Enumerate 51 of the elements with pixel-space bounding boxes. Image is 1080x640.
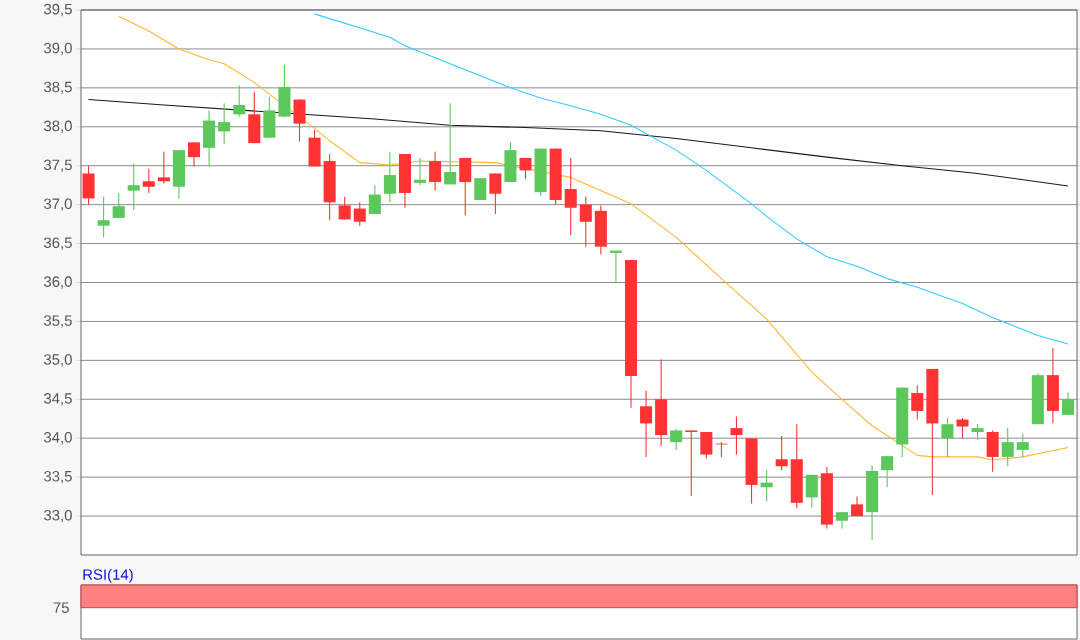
- candlestick: [775, 435, 788, 471]
- y-tick-label: 34,5: [43, 393, 72, 406]
- candlestick: [127, 162, 140, 211]
- line-series: [118, 15, 1069, 461]
- candlestick: [1016, 432, 1029, 458]
- candlestick: [474, 177, 487, 201]
- candlestick: [353, 201, 366, 227]
- y-tick-label: 34,0: [43, 432, 72, 445]
- candlestick: [142, 168, 155, 194]
- y-tick-label: 38,0: [43, 120, 72, 133]
- y-tick-label: 36,5: [43, 237, 72, 250]
- line-series: [87, 98, 1069, 187]
- y-tick-label: 37,0: [43, 198, 72, 211]
- y-tick-label: 36,0: [43, 276, 72, 289]
- candlestick: [112, 192, 125, 219]
- text: 75: [53, 602, 69, 613]
- candlestick: [368, 184, 381, 215]
- text: RSI(14): [83, 568, 133, 583]
- y-tick-label: 37,5: [43, 159, 72, 172]
- candlestick: [187, 141, 201, 168]
- y-tick-label: 35,5: [43, 315, 72, 328]
- candlestick: [956, 417, 969, 439]
- candlestick: [157, 151, 170, 185]
- line-series: [314, 13, 1069, 345]
- candlestick: [1061, 391, 1074, 416]
- candlestick: [941, 417, 954, 458]
- candlestick: [564, 157, 577, 236]
- candlestick: [429, 151, 442, 192]
- candlestick: [383, 151, 396, 203]
- candlestick: [700, 431, 713, 460]
- candlestick: [670, 428, 683, 451]
- y-tick-label: 33,5: [43, 470, 72, 484]
- candlestick: [1001, 427, 1014, 467]
- y-tick-label: 33,0: [43, 509, 72, 523]
- candlestick: [881, 455, 894, 488]
- y-tick-label: 38,5: [43, 81, 72, 95]
- candlestick: [685, 429, 698, 497]
- candlestick: [579, 196, 592, 248]
- candlestick: [444, 102, 457, 185]
- candlestick: [489, 172, 502, 215]
- candlestick: [218, 102, 231, 145]
- candlestick: [730, 415, 743, 456]
- candlestick: [233, 84, 246, 118]
- candlestick: [640, 390, 653, 458]
- candlestick: [911, 384, 924, 421]
- candlestick: [805, 474, 818, 509]
- candlestick: [414, 157, 427, 186]
- y-tick-label: 39,0: [43, 42, 72, 56]
- y-tick-label: 35,0: [43, 354, 72, 367]
- y-tick-label: 39,5: [43, 3, 72, 17]
- candlestick: [97, 196, 110, 238]
